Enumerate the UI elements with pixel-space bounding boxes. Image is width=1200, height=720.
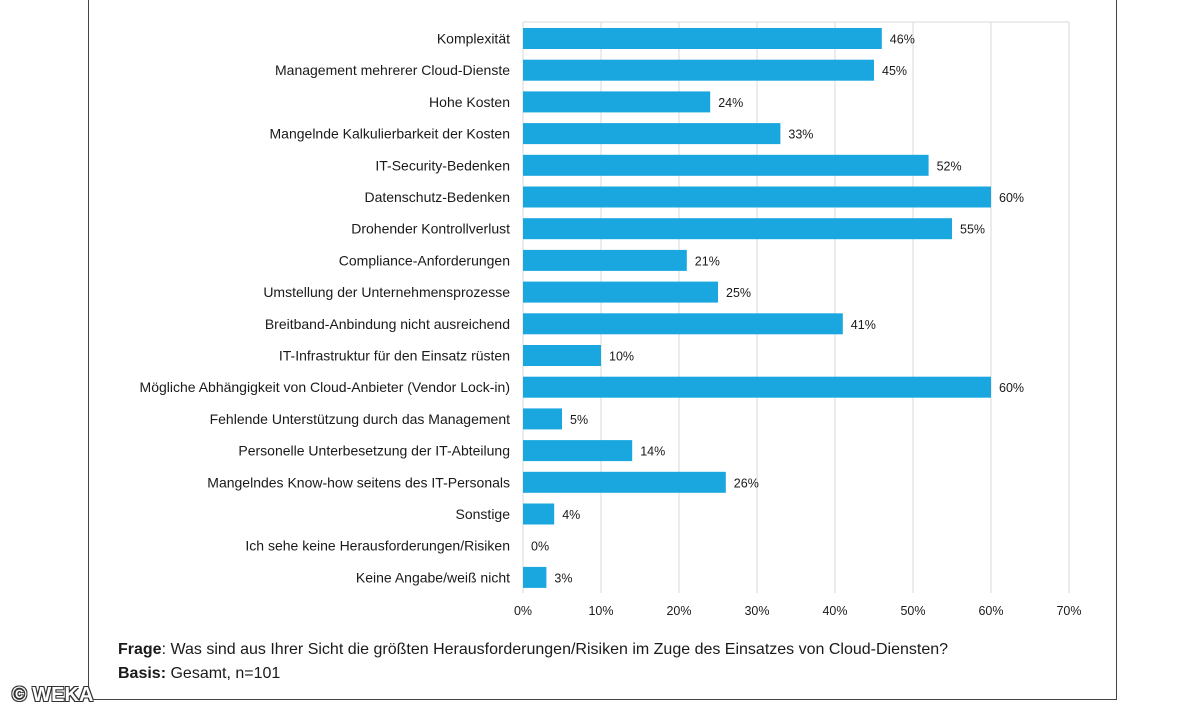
category-label: Komplexität: [437, 31, 510, 47]
value-label: 33%: [788, 128, 813, 142]
bar: [523, 218, 952, 240]
value-label: 14%: [640, 445, 665, 459]
value-label: 21%: [695, 254, 720, 268]
x-tick-label: 10%: [588, 604, 613, 618]
category-label: IT-Infrastruktur für den Einsatz rüsten: [279, 348, 510, 364]
value-label: 60%: [999, 191, 1024, 205]
bar: [523, 471, 726, 493]
value-label: 26%: [734, 476, 759, 490]
value-label: 55%: [960, 223, 985, 237]
value-label: 5%: [570, 413, 588, 427]
basis-label: Basis:: [118, 665, 167, 682]
category-label: Hohe Kosten: [429, 94, 510, 110]
x-tick-label: 20%: [666, 604, 691, 618]
copyright-watermark: © WEKA: [12, 684, 94, 706]
category-label: Datenschutz-Bedenken: [364, 189, 510, 205]
bar: [523, 28, 882, 49]
value-label: 24%: [718, 96, 743, 110]
value-label: 4%: [562, 508, 580, 522]
bar: [523, 408, 562, 430]
basis-text: Gesamt, n=101: [166, 665, 281, 682]
bar: [523, 345, 601, 366]
category-label: Ich sehe keine Herausforderungen/Risiken: [245, 538, 510, 554]
value-label: 41%: [851, 318, 876, 332]
value-label: 45%: [882, 64, 907, 78]
category-label: Management mehrerer Cloud-Dienste: [275, 62, 510, 78]
category-label: Breitband-Anbindung nicht ausreichend: [265, 316, 510, 332]
bar-chart: 0% 10% 20% 30% 40% 50% 60% 70% Komplexität 46% Man…: [140, 21, 1082, 618]
value-label: 25%: [726, 286, 751, 300]
category-label: Umstellung der Unternehmensprozesse: [263, 284, 510, 300]
bar: [523, 503, 555, 525]
question-text: : Was sind aus Ihrer Sicht die größten H…: [161, 641, 949, 658]
x-tick-label: 0%: [514, 604, 532, 618]
category-label: Compliance-Anforderungen: [339, 252, 510, 268]
basis-line: Basis: Gesamt, n=101: [118, 662, 948, 686]
category-label: Keine Angabe/weiß nicht: [356, 569, 510, 585]
category-label: IT-Security-Bedenken: [375, 157, 510, 173]
bar: [523, 123, 781, 145]
bar: [523, 154, 929, 176]
question-label: Frage: [118, 641, 162, 658]
bar: [523, 281, 718, 303]
category-label: Mögliche Abhängigkeit von Cloud-Anbieter…: [140, 379, 510, 395]
x-tick-label: 60%: [978, 604, 1003, 618]
value-label: 52%: [937, 159, 962, 173]
x-tick-label: 40%: [822, 604, 847, 618]
x-tick-label: 50%: [900, 604, 925, 618]
x-tick-label: 30%: [744, 604, 769, 618]
value-label: 60%: [999, 381, 1024, 395]
value-label: 3%: [554, 571, 572, 585]
figure-frame: [88, 0, 1117, 700]
category-label: Personelle Unterbesetzung der IT-Abteilu…: [238, 443, 510, 459]
category-label: Drohender Kontrollverlust: [351, 221, 510, 237]
category-label: Mangelnde Kalkulierbarkeit der Kosten: [270, 126, 510, 142]
category-label: Mangelndes Know-how seitens des IT-Perso…: [207, 474, 510, 490]
category-label: Fehlende Unterstützung durch das Managem…: [210, 411, 511, 427]
footnote: Frage: Was sind aus Ihrer Sicht die größ…: [118, 638, 948, 686]
bar: [523, 186, 991, 208]
bar: [523, 376, 991, 398]
bar: [523, 249, 687, 271]
category-label: Sonstige: [456, 506, 511, 522]
x-tick-label: 70%: [1056, 604, 1081, 618]
bar: [523, 566, 547, 588]
bar: [523, 440, 633, 462]
question-line: Frage: Was sind aus Ihrer Sicht die größ…: [118, 638, 948, 662]
value-label: 46%: [890, 33, 915, 47]
bar: [523, 91, 711, 113]
value-label: 10%: [609, 350, 634, 364]
bar: [523, 313, 843, 335]
bar: [523, 59, 874, 81]
value-label: 0%: [531, 540, 549, 554]
